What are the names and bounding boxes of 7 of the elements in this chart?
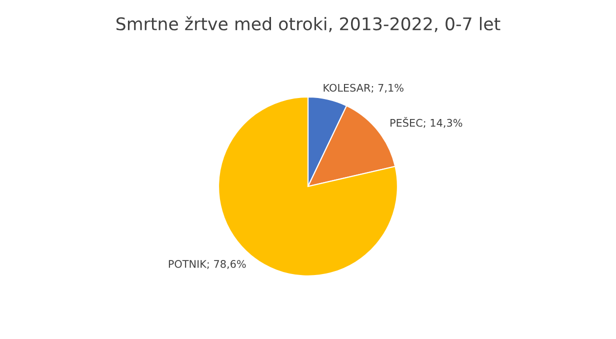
chart-title: Smrtne žrtve med otroki, 2013-2022, 0-7 let [116,16,500,32]
slice-label: POTNIK [168,260,207,268]
data-label: ; 14,3% [424,118,462,128]
data-label: ; 78,6% [207,260,246,269]
slice-label: KOLESAR [324,84,370,92]
data-label: ; 7,1% [372,84,404,93]
slice-label: PEŠEC [390,117,422,127]
